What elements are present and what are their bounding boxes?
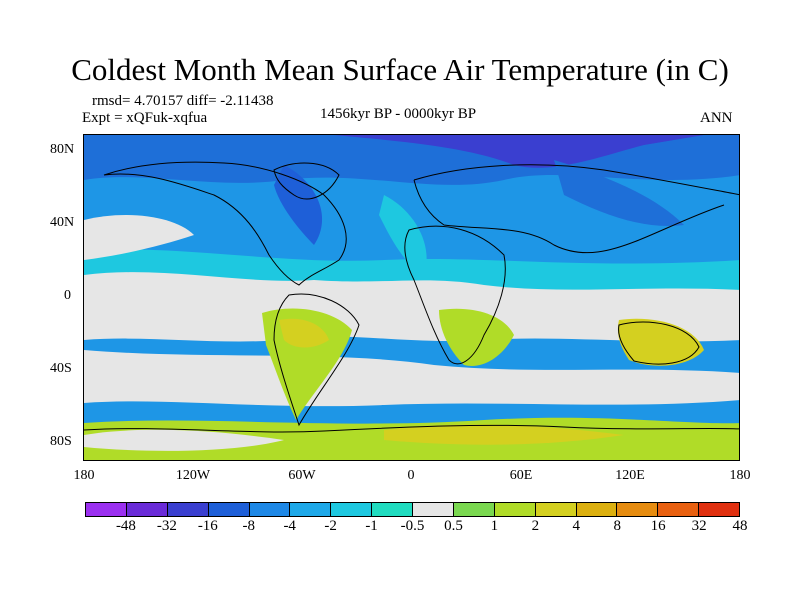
colorbar-label: -32 bbox=[156, 518, 177, 534]
lat-tick-0: 0 bbox=[64, 288, 71, 303]
equatorial-neutral-band bbox=[84, 272, 739, 342]
colorbar-label: 32 bbox=[691, 518, 707, 534]
africa-coastline bbox=[404, 225, 506, 365]
colorbar-swatch bbox=[290, 503, 332, 516]
southern-africa-warm-region bbox=[439, 308, 514, 366]
lat-tick-40s: 40S bbox=[50, 361, 72, 376]
siberia-cold-region bbox=[554, 160, 684, 226]
map-canvas bbox=[84, 135, 739, 460]
australia-coastline bbox=[618, 321, 700, 365]
lon-tick-0: 0 bbox=[407, 468, 415, 483]
colorbar-swatch bbox=[126, 503, 168, 516]
coastlines bbox=[84, 161, 739, 433]
colorbar-label: -48 bbox=[115, 518, 136, 534]
map-title: Coldest Month Mean Surface Air Temperatu… bbox=[71, 52, 729, 87]
temperature-map bbox=[83, 134, 740, 461]
colorbar-label: 1 bbox=[490, 518, 499, 534]
colorbar-swatch bbox=[208, 503, 250, 516]
greenland-cold-region bbox=[274, 165, 323, 245]
colorbar-swatch bbox=[699, 503, 739, 516]
eurasia-coastline bbox=[413, 164, 739, 254]
colorbar-swatch bbox=[494, 503, 536, 516]
colorbar-label: 4 bbox=[572, 518, 581, 534]
colorbar-label: -0.5 bbox=[400, 518, 425, 534]
colorbar-swatch bbox=[249, 503, 291, 516]
colorbar bbox=[85, 502, 740, 517]
colorbar-label: 2 bbox=[531, 518, 540, 534]
north-atlantic-region bbox=[379, 195, 427, 275]
lon-tick-120e: 120E bbox=[615, 468, 645, 483]
southern-neutral-band bbox=[84, 350, 739, 407]
colorbar-swatch bbox=[617, 503, 659, 516]
colorbar-label: -8 bbox=[242, 518, 256, 534]
season-label: ANN bbox=[700, 110, 733, 126]
colorbar-swatch bbox=[413, 503, 454, 516]
antarctic-neutral-region bbox=[84, 429, 284, 451]
colorbar-label: 0.5 bbox=[444, 518, 463, 534]
period-label: 1456kyr BP - 0000kyr BP bbox=[320, 106, 477, 122]
south-america-coastline bbox=[273, 293, 360, 427]
colorbar-label: 16 bbox=[650, 518, 666, 534]
north-america-coastline bbox=[103, 161, 347, 286]
colorbar-swatch bbox=[86, 503, 127, 516]
arctic-coldest-region bbox=[334, 135, 704, 168]
lon-tick-180e: 180 bbox=[729, 468, 751, 483]
south-america-warmer-region bbox=[279, 318, 329, 348]
stats-label: rmsd= 4.70157 diff= -2.11438 bbox=[92, 93, 274, 109]
colorbar-label: -16 bbox=[197, 518, 218, 534]
experiment-label: Expt = xQFuk-xqfua bbox=[82, 110, 208, 126]
colorbar-swatch bbox=[167, 503, 209, 516]
colorbar-swatch bbox=[576, 503, 618, 516]
colorbar-label: -2 bbox=[324, 518, 337, 534]
lat-tick-80n: 80N bbox=[50, 142, 75, 157]
lon-tick-60e: 60E bbox=[509, 468, 533, 483]
greenland-coastline bbox=[273, 162, 340, 200]
colorbar-label: 8 bbox=[613, 518, 621, 534]
antarctica-coastline bbox=[84, 424, 739, 433]
colorbar-swatch bbox=[658, 503, 700, 516]
lon-tick-120w: 120W bbox=[175, 468, 211, 483]
north-pacific-neutral-region bbox=[84, 215, 194, 260]
colorbar-label: -4 bbox=[283, 518, 296, 534]
colorbar-swatch bbox=[331, 503, 373, 516]
colorbar-swatch bbox=[535, 503, 577, 516]
colorbar-label: 48 bbox=[732, 518, 748, 534]
lon-tick-180w: 180 bbox=[73, 468, 95, 483]
colorbar-swatch bbox=[372, 503, 413, 516]
antarctic-warmer-region bbox=[384, 424, 624, 445]
lat-tick-40n: 40N bbox=[50, 215, 75, 230]
lon-tick-60w: 60W bbox=[288, 468, 316, 483]
colorbar-label: -1 bbox=[365, 518, 378, 534]
colorbar-swatch bbox=[453, 503, 495, 516]
lat-tick-80s: 80S bbox=[50, 434, 72, 449]
